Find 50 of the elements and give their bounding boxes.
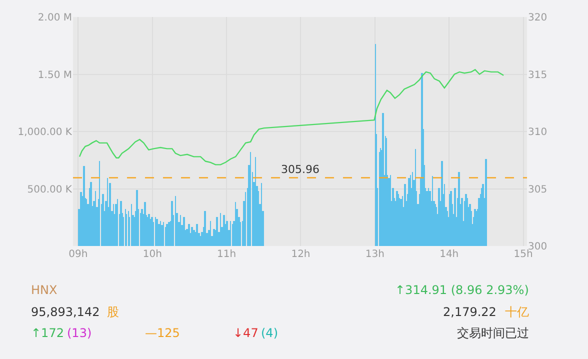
x-tick-label: 14h	[440, 249, 459, 260]
y2-tick-label: 315	[528, 70, 548, 81]
bar	[166, 224, 168, 246]
text: —125	[145, 326, 180, 340]
bar	[136, 190, 138, 246]
y-tick-label: 1.50 M	[38, 70, 72, 81]
x-tick-label: 11h	[217, 249, 236, 260]
line-series	[78, 69, 504, 166]
bar	[161, 225, 163, 246]
y-tick-label: 500.00 K	[27, 184, 72, 196]
bar	[450, 191, 452, 246]
text: ↑172	[31, 326, 64, 340]
bar	[408, 178, 410, 246]
x-tick-label: 15h	[514, 249, 533, 260]
text: ↓47	[233, 326, 258, 340]
bar	[223, 215, 225, 246]
text: ↑314.91 (8.96 2.93%)	[395, 283, 529, 297]
y2-tick-label: 310	[528, 127, 548, 138]
bar	[183, 217, 185, 246]
y-tick-label: 2.00 M	[38, 12, 72, 24]
x-tick-label: 13h	[365, 249, 384, 260]
bar	[216, 217, 218, 246]
bar	[90, 182, 92, 246]
text: (13)	[67, 326, 92, 340]
y-tick-label: 1,000.00 K	[18, 127, 72, 138]
bar	[454, 188, 456, 246]
bar	[191, 227, 193, 246]
text: 十亿	[505, 305, 529, 319]
text: 交易时间已过	[457, 326, 529, 340]
y2-tick-label: 320	[528, 12, 548, 24]
bar	[120, 201, 122, 246]
x-tick-label: 09h	[68, 249, 88, 260]
x-tick-label: 10h	[142, 249, 162, 260]
bar	[188, 224, 190, 246]
ref-line-label: 305.96	[281, 163, 320, 176]
text: 95,893,142	[31, 305, 100, 319]
bar	[144, 202, 146, 246]
x-tick-label: 12h	[291, 249, 310, 260]
text: 股	[107, 305, 119, 319]
y2-tick-label: 305	[528, 184, 548, 196]
text: 2,179.22	[443, 305, 496, 319]
bar	[382, 113, 384, 246]
bar	[204, 211, 206, 246]
text: HNX	[31, 283, 58, 297]
text: (4)	[261, 326, 278, 340]
bar	[485, 159, 487, 246]
bar	[404, 184, 406, 246]
bar	[196, 224, 198, 246]
bar	[171, 201, 173, 246]
bar	[458, 172, 460, 246]
